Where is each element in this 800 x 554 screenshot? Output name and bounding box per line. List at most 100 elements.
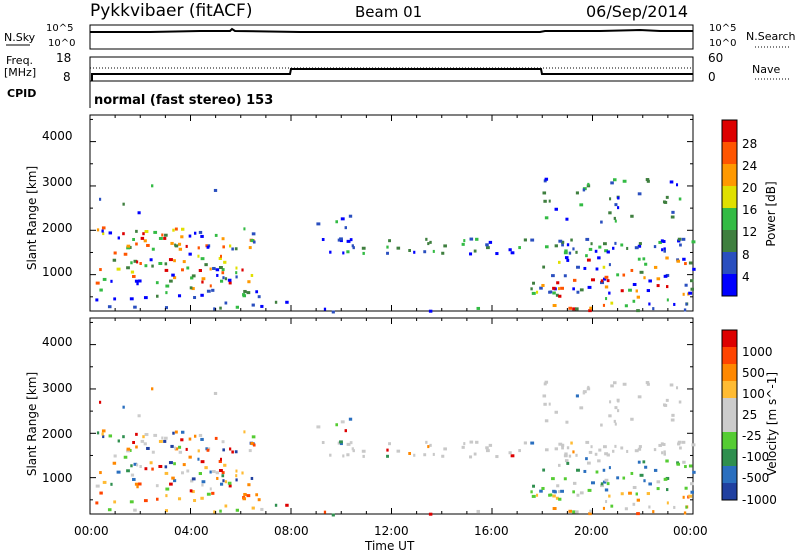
power-cell	[339, 237, 343, 241]
power-cell	[193, 296, 197, 300]
power-cell	[670, 215, 675, 219]
power-cell	[665, 195, 669, 199]
velocity-cell	[463, 442, 466, 446]
velocity-cell	[204, 466, 208, 470]
power-cell	[102, 232, 105, 236]
power-cell	[510, 251, 515, 255]
velocity-cell	[386, 454, 389, 458]
power-cell	[215, 268, 220, 272]
velocity-cell	[602, 506, 606, 510]
power-cell	[552, 304, 557, 308]
power-cell	[113, 297, 117, 301]
velocity-cell	[563, 477, 567, 481]
velocity-cell	[133, 508, 137, 512]
velocity-cell	[630, 471, 634, 475]
velocity-cell	[614, 422, 617, 426]
velocity-cell	[628, 491, 632, 495]
velocity-cell	[556, 484, 560, 488]
velocity-cell	[218, 468, 223, 472]
velocity-cell	[544, 419, 549, 423]
velocity-cell	[223, 463, 227, 467]
power-cell	[158, 236, 163, 240]
power-cell	[555, 293, 559, 297]
date-title: 06/Sep/2014	[586, 2, 689, 21]
power-cell	[344, 226, 348, 230]
velocity-cell	[608, 466, 611, 470]
velocity-cell	[321, 441, 325, 445]
power-cell	[579, 203, 584, 207]
power-cell	[213, 188, 218, 192]
power-cell	[95, 298, 99, 302]
power-cell	[469, 237, 474, 241]
velocity-cell	[552, 494, 556, 498]
velocity-cell	[227, 481, 232, 485]
velocity-cell	[665, 398, 669, 402]
power-cell	[243, 289, 247, 293]
power-cell	[173, 276, 177, 280]
velocity-cell	[662, 403, 666, 407]
freq-trace	[91, 68, 693, 81]
x-tick-2400: 00:00	[673, 524, 708, 538]
velocity-cell	[186, 469, 190, 473]
power-cell	[690, 287, 694, 291]
power-cell	[690, 279, 694, 283]
power-cell	[557, 260, 561, 264]
power-cell	[485, 246, 490, 250]
power-cell	[608, 291, 611, 295]
power-cell	[543, 179, 547, 183]
power-cell	[204, 263, 208, 267]
power-cell	[227, 278, 232, 282]
velocity-cell	[604, 488, 609, 492]
velocity-cell	[566, 461, 570, 465]
velocity-cell	[606, 482, 610, 486]
velocity-cell	[224, 504, 228, 508]
power-colorbar-swatch	[722, 274, 737, 296]
power-colorbar-swatch	[722, 142, 737, 164]
power-cell	[219, 306, 222, 310]
power-cell	[156, 294, 159, 298]
power-cell	[361, 246, 366, 250]
velocity-cell	[342, 454, 345, 458]
velocity-cell	[663, 450, 666, 454]
velocity-cell	[352, 449, 355, 453]
velocity-cell	[626, 449, 629, 453]
power-cell	[603, 242, 607, 246]
velocity-colorbar-swatch	[722, 381, 737, 398]
power-cell	[213, 307, 216, 311]
velocity-cell	[137, 414, 141, 418]
power-cell	[632, 299, 636, 303]
power-cell	[191, 274, 196, 278]
power-cell	[609, 197, 612, 201]
power-cell	[476, 306, 481, 310]
power-cell	[585, 237, 590, 241]
velocity-cell	[172, 431, 175, 435]
power-cell	[129, 297, 134, 301]
power-cell	[221, 271, 225, 275]
power-cell	[331, 310, 335, 314]
velocity-cell	[110, 482, 113, 486]
power-cell	[425, 237, 428, 241]
power-cell	[598, 245, 602, 249]
power-cell	[632, 282, 637, 286]
velocity-cell	[576, 493, 580, 497]
velocity-cell	[645, 381, 650, 385]
velocity-cell	[600, 423, 603, 427]
noise-left-tick-bottom: 10^0	[48, 38, 76, 49]
velocity-cell	[432, 452, 435, 456]
power-cell	[190, 276, 194, 280]
power-cell	[218, 265, 223, 269]
power-cell	[568, 251, 572, 255]
velocity-cell	[129, 500, 134, 504]
power-cell	[200, 293, 204, 297]
power-cell	[602, 265, 606, 269]
velocity-cell	[510, 454, 515, 458]
velocity-cell	[532, 484, 535, 488]
velocity-cell	[189, 489, 193, 493]
velocity-colorbar-swatch	[722, 415, 737, 432]
noise-right-tick-top: 10^5	[709, 23, 737, 34]
power-cbar-tick-16: 16	[742, 203, 758, 217]
power-cell	[335, 220, 339, 224]
power-cell	[663, 274, 668, 278]
power-cell	[568, 306, 572, 310]
velocity-cell	[169, 482, 173, 486]
